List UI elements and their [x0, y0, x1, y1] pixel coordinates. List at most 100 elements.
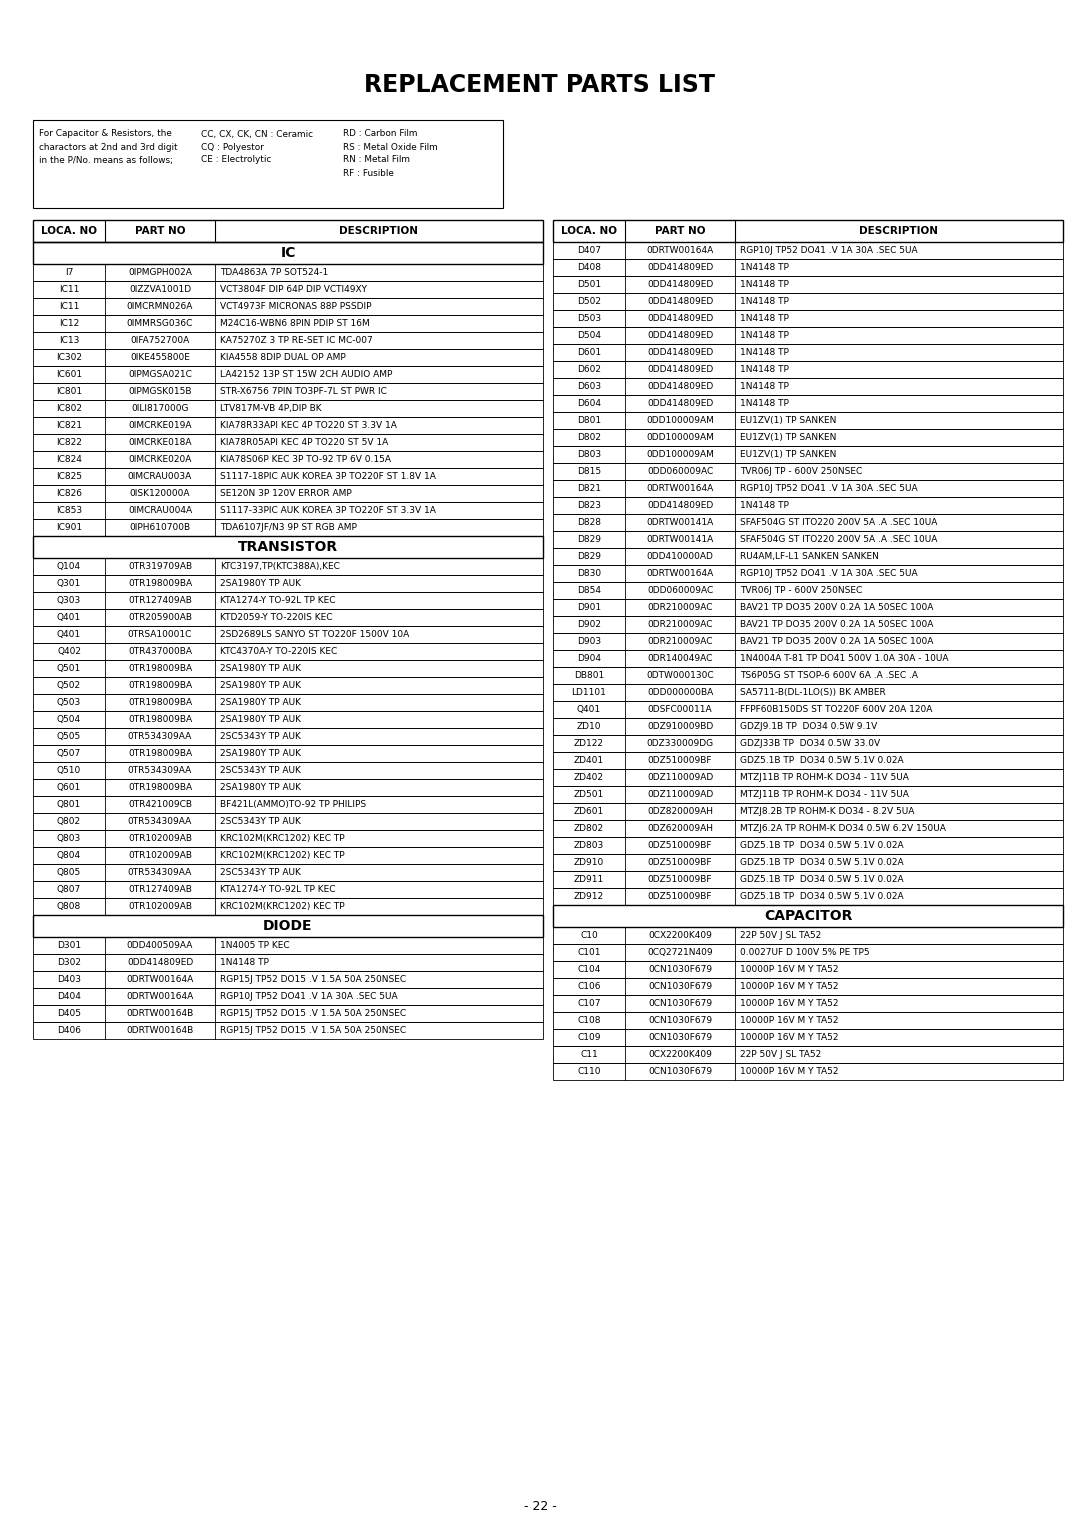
Bar	[33, 937, 543, 953]
Text: RGP10J TP52 DO41 .V 1A 30A .SEC 5UA: RGP10J TP52 DO41 .V 1A 30A .SEC 5UA	[740, 246, 918, 255]
Text: LOCA. NO: LOCA. NO	[561, 226, 617, 235]
Text: D405: D405	[57, 1008, 81, 1018]
Text: RGP15J TP52 DO15 .V 1.5A 50A 250NSEC: RGP15J TP52 DO15 .V 1.5A 50A 250NSEC	[220, 1008, 406, 1018]
Text: 0DD100009AM: 0DD100009AM	[646, 416, 714, 425]
Bar	[33, 727, 543, 746]
Text: Q601: Q601	[57, 782, 81, 792]
Bar	[33, 468, 543, 484]
Bar	[553, 344, 1063, 361]
Text: IC822: IC822	[56, 439, 82, 448]
Text: ZD910: ZD910	[573, 859, 604, 866]
Text: 10000P 16V M Y TA52: 10000P 16V M Y TA52	[740, 999, 838, 1008]
Text: 0DD060009AC: 0DD060009AC	[647, 468, 713, 477]
Text: 0TR319709AB: 0TR319709AB	[127, 562, 192, 571]
Text: 0DZ110009AD: 0DZ110009AD	[647, 790, 713, 799]
Text: 2SD2689LS SANYO ST TO220F 1500V 10A: 2SD2689LS SANYO ST TO220F 1500V 10A	[220, 630, 409, 639]
Bar	[33, 1022, 543, 1039]
Text: 0DZ510009BF: 0DZ510009BF	[648, 876, 712, 885]
Bar	[553, 582, 1063, 599]
Text: RGP15J TP52 DO15 .V 1.5A 50A 250NSEC: RGP15J TP52 DO15 .V 1.5A 50A 250NSEC	[220, 975, 406, 984]
Text: D823: D823	[577, 501, 600, 510]
Text: 0IMCRMN026A: 0IMCRMN026A	[126, 303, 193, 312]
Text: IC801: IC801	[56, 387, 82, 396]
Bar	[553, 633, 1063, 649]
Text: 0IFA752700A: 0IFA752700A	[131, 336, 190, 345]
Text: 0DRTW00164B: 0DRTW00164B	[126, 1008, 193, 1018]
Text: Q504: Q504	[57, 715, 81, 724]
Text: EU1ZV(1) TP SANKEN: EU1ZV(1) TP SANKEN	[740, 432, 836, 442]
Text: CAPACITOR: CAPACITOR	[764, 909, 852, 923]
Text: SA5711-B(DL-1LO(S)) BK AMBER: SA5711-B(DL-1LO(S)) BK AMBER	[740, 688, 886, 697]
Text: 0DRTW00164B: 0DRTW00164B	[126, 1025, 193, 1034]
Text: 10000P 16V M Y TA52: 10000P 16V M Y TA52	[740, 1067, 838, 1076]
Text: Q505: Q505	[57, 732, 81, 741]
Text: 0DZ510009BF: 0DZ510009BF	[648, 859, 712, 866]
Text: C109: C109	[577, 1033, 600, 1042]
Text: 0DZ820009AH: 0DZ820009AH	[647, 807, 713, 816]
Text: 0DR210009AC: 0DR210009AC	[647, 604, 713, 613]
Text: KIA78S06P KEC 3P TO-92 TP 6V 0.15A: KIA78S06P KEC 3P TO-92 TP 6V 0.15A	[220, 455, 391, 465]
Text: D504: D504	[577, 332, 600, 341]
Text: 0DD414809ED: 0DD414809ED	[647, 313, 713, 322]
Bar	[33, 953, 543, 970]
Text: 0DRTW00164A: 0DRTW00164A	[646, 568, 714, 578]
Bar	[33, 536, 543, 558]
Bar	[33, 989, 543, 1005]
Text: Q803: Q803	[57, 834, 81, 843]
Bar	[553, 463, 1063, 480]
Text: 0DRTW00164A: 0DRTW00164A	[646, 246, 714, 255]
Bar	[553, 513, 1063, 532]
Text: DESCRIPTION: DESCRIPTION	[339, 226, 419, 235]
Bar	[553, 854, 1063, 871]
Text: BAV21 TP DO35 200V 0.2A 1A 50SEC 100A: BAV21 TP DO35 200V 0.2A 1A 50SEC 100A	[740, 604, 933, 613]
Text: 1N4004A T-81 TP DO41 500V 1.0A 30A - 10UA: 1N4004A T-81 TP DO41 500V 1.0A 30A - 10U…	[740, 654, 948, 663]
Text: IC11: IC11	[58, 286, 79, 293]
Text: D407: D407	[577, 246, 600, 255]
Bar	[553, 327, 1063, 344]
Text: Q808: Q808	[57, 902, 81, 911]
Text: KRC102M(KRC1202) KEC TP: KRC102M(KRC1202) KEC TP	[220, 851, 345, 860]
Text: DIODE: DIODE	[264, 918, 313, 934]
Text: 0TR198009BA: 0TR198009BA	[127, 749, 192, 758]
Text: GDZ5.1B TP  DO34 0.5W 5.1V 0.02A: GDZ5.1B TP DO34 0.5W 5.1V 0.02A	[740, 756, 904, 766]
Text: D829: D829	[577, 552, 600, 561]
Text: IC825: IC825	[56, 472, 82, 481]
Bar	[553, 310, 1063, 327]
Text: 0TR127409AB: 0TR127409AB	[129, 885, 192, 894]
Bar	[553, 260, 1063, 277]
Text: IC12: IC12	[59, 319, 79, 329]
Text: 2SA1980Y TP AUK: 2SA1980Y TP AUK	[220, 681, 301, 691]
Bar	[33, 677, 543, 694]
Text: 0TR102009AB: 0TR102009AB	[129, 834, 192, 843]
Bar	[553, 785, 1063, 804]
Bar	[33, 813, 543, 830]
Text: EU1ZV(1) TP SANKEN: EU1ZV(1) TP SANKEN	[740, 451, 836, 458]
Text: C11: C11	[580, 1050, 598, 1059]
Text: PART NO: PART NO	[135, 226, 186, 235]
Text: 0DTW000130C: 0DTW000130C	[646, 671, 714, 680]
Text: D904: D904	[577, 654, 600, 663]
Bar	[33, 610, 543, 626]
Bar	[553, 377, 1063, 396]
Text: 0TR198009BA: 0TR198009BA	[127, 665, 192, 672]
Bar	[553, 871, 1063, 888]
Text: Q503: Q503	[57, 698, 81, 707]
Text: I7: I7	[65, 267, 73, 277]
Text: GDZ5.1B TP  DO34 0.5W 5.1V 0.02A: GDZ5.1B TP DO34 0.5W 5.1V 0.02A	[740, 840, 904, 850]
Text: CC, CX, CK, CN : Ceramic: CC, CX, CK, CN : Ceramic	[201, 130, 313, 139]
Text: 1N4148 TP: 1N4148 TP	[220, 958, 269, 967]
Bar	[33, 970, 543, 989]
Text: 0CN1030F679: 0CN1030F679	[648, 966, 712, 973]
Bar	[553, 616, 1063, 633]
Text: IC826: IC826	[56, 489, 82, 498]
Bar	[33, 898, 543, 915]
Text: 0DD414809ED: 0DD414809ED	[647, 365, 713, 374]
Text: 0DD100009AM: 0DD100009AM	[646, 451, 714, 458]
Text: D802: D802	[577, 432, 600, 442]
Text: 0DZ910009BD: 0DZ910009BD	[647, 723, 713, 730]
Bar	[553, 927, 1063, 944]
Bar	[33, 746, 543, 762]
Text: SFAF504G ST ITO220 200V 5A .A .SEC 10UA: SFAF504G ST ITO220 200V 5A .A .SEC 10UA	[740, 518, 937, 527]
Text: Q510: Q510	[57, 766, 81, 775]
Text: 2SA1980Y TP AUK: 2SA1980Y TP AUK	[220, 782, 301, 792]
